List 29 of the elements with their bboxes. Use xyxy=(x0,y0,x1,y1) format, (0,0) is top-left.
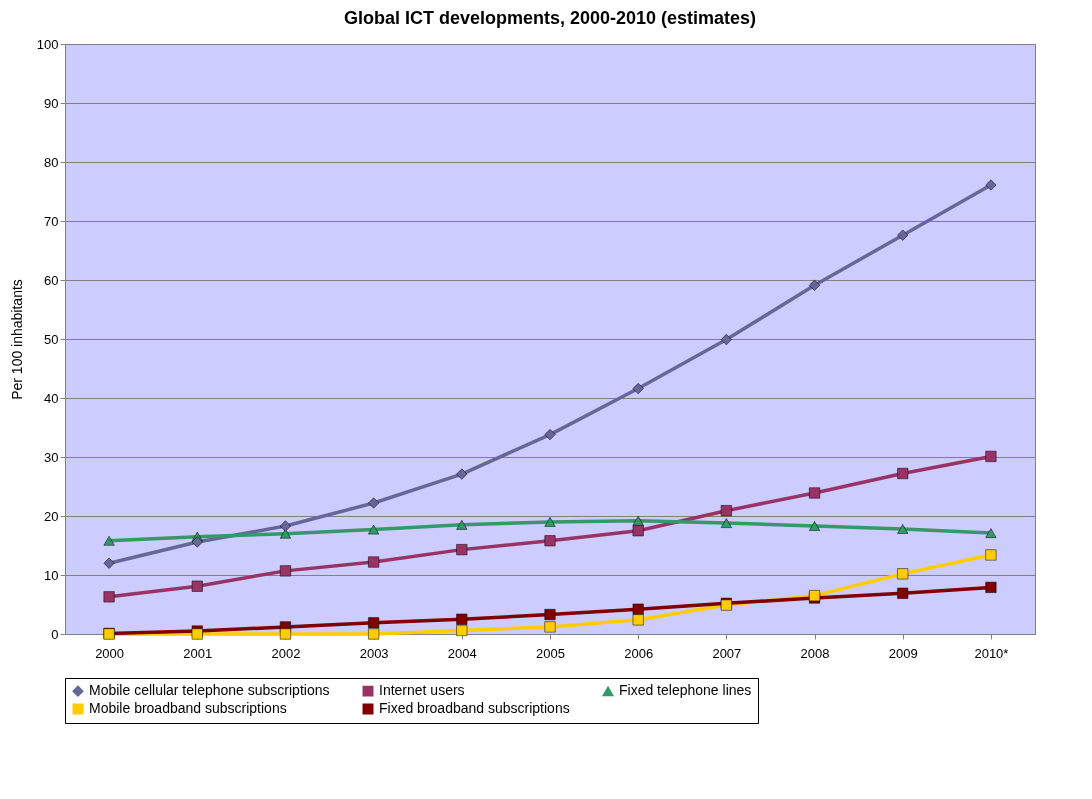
y-tick-label: 50 xyxy=(44,331,59,347)
x-tick-label: 2000 xyxy=(95,645,125,661)
y-tick-label: 40 xyxy=(44,390,59,406)
y-tick-label: 30 xyxy=(44,449,59,465)
x-tick-label: 2003 xyxy=(359,645,389,661)
x-tick-label: 2009 xyxy=(888,645,918,661)
x-tick-label: 2001 xyxy=(183,645,213,661)
y-tick-label: 60 xyxy=(44,272,59,288)
x-tick-label: 2008 xyxy=(800,645,830,661)
x-tick-label: 2002 xyxy=(271,645,301,661)
y-tick-label: 20 xyxy=(44,508,59,524)
x-tick-label: 2010* xyxy=(974,645,1009,661)
chart-title: Global ICT developments, 2000-2010 (estimates) xyxy=(343,8,757,28)
legend-label: Fixed telephone lines xyxy=(619,682,752,699)
legend-label: Mobile broadband subscriptions xyxy=(89,700,287,716)
y-tick-label: 0 xyxy=(51,626,59,642)
x-tick-label: 2006 xyxy=(624,645,654,661)
legend-label: Fixed broadband subscriptions xyxy=(379,700,570,716)
x-tick-label: 2005 xyxy=(536,645,565,661)
x-tick-label: 2004 xyxy=(447,645,477,661)
x-tick-label: 2007 xyxy=(712,645,742,661)
y-axis-title: Per 100 inhabitants xyxy=(8,279,25,400)
y-tick-label: 80 xyxy=(44,154,59,170)
y-tick-label: 100 xyxy=(36,36,59,52)
legend-label: Mobile cellular telephone subscriptions xyxy=(89,682,330,699)
y-tick-label: 10 xyxy=(44,567,59,583)
y-tick-label: 70 xyxy=(44,213,59,229)
legend-label: Internet users xyxy=(379,682,465,699)
y-tick-label: 90 xyxy=(44,95,59,111)
